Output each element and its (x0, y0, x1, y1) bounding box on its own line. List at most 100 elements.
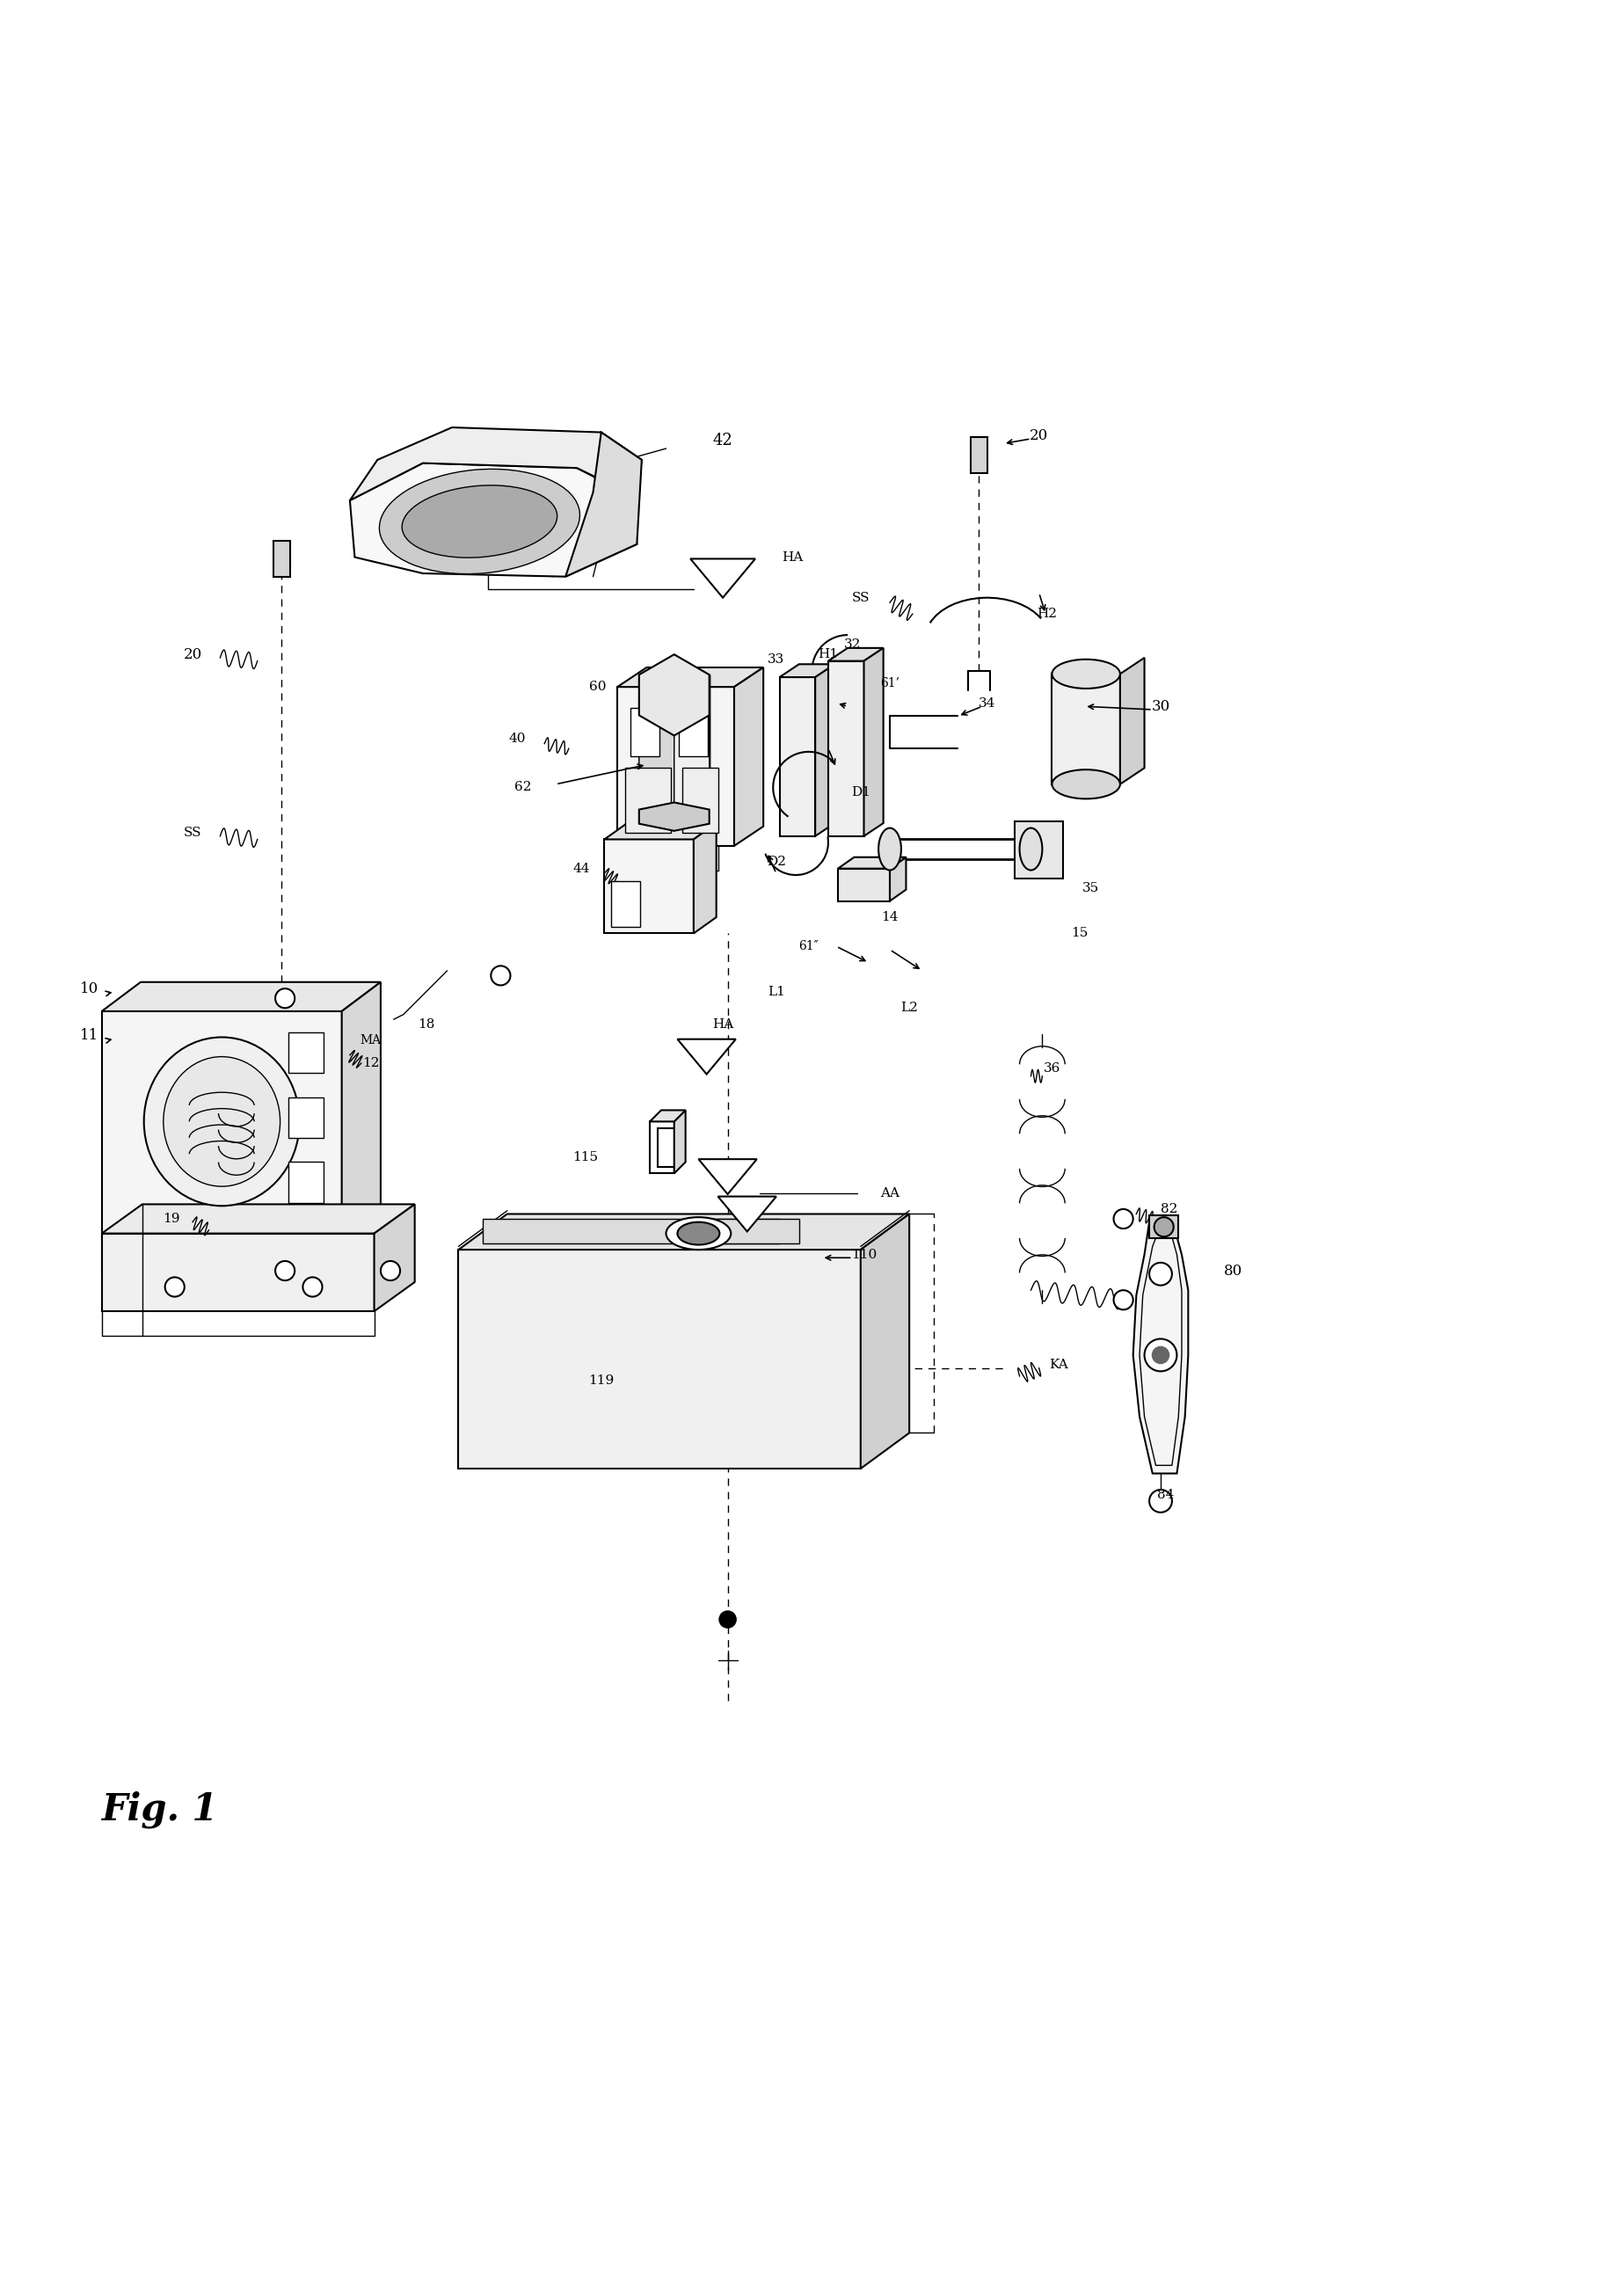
Text: HA: HA (713, 1018, 734, 1031)
Text: 18: 18 (417, 1018, 435, 1031)
Ellipse shape (274, 1262, 294, 1280)
Polygon shape (604, 824, 716, 840)
Polygon shape (1121, 657, 1145, 785)
Ellipse shape (666, 1216, 731, 1251)
Text: 44: 44 (573, 863, 590, 874)
Ellipse shape (1114, 1289, 1134, 1310)
Bar (287, 1098, 323, 1139)
Bar (625, 769, 671, 833)
Ellipse shape (677, 1223, 719, 1244)
Polygon shape (640, 714, 674, 831)
Text: 12: 12 (362, 1057, 380, 1070)
Text: 115: 115 (572, 1150, 598, 1164)
Bar (102, 1235, 374, 1312)
Bar (630, 707, 659, 758)
Text: 11: 11 (80, 1029, 99, 1043)
Bar (828, 662, 864, 835)
Polygon shape (650, 1120, 674, 1173)
Text: 33: 33 (768, 653, 784, 666)
Ellipse shape (164, 1057, 279, 1187)
Text: 119: 119 (588, 1374, 614, 1387)
Text: L2: L2 (901, 1002, 918, 1013)
Text: 61’: 61’ (880, 678, 900, 689)
Text: 40: 40 (508, 733, 526, 744)
Polygon shape (1134, 1219, 1189, 1474)
Polygon shape (565, 431, 641, 577)
Ellipse shape (1020, 828, 1043, 869)
Polygon shape (693, 824, 716, 933)
Bar (838, 869, 890, 901)
Ellipse shape (380, 1262, 400, 1280)
Polygon shape (102, 1205, 414, 1235)
Bar (1150, 1216, 1179, 1239)
Bar (604, 840, 693, 933)
Ellipse shape (1150, 1262, 1173, 1285)
Bar (682, 769, 718, 833)
Text: 110: 110 (851, 1248, 877, 1260)
Polygon shape (458, 1214, 909, 1251)
Text: D2: D2 (767, 856, 786, 867)
Ellipse shape (145, 1038, 299, 1205)
Polygon shape (698, 1159, 757, 1193)
Text: 36: 36 (1044, 1061, 1060, 1075)
Bar (617, 687, 734, 847)
Bar (102, 1011, 341, 1239)
Polygon shape (828, 648, 883, 662)
Ellipse shape (490, 965, 510, 986)
Polygon shape (640, 655, 710, 735)
Text: L1: L1 (768, 986, 784, 997)
Text: KA: KA (1049, 1358, 1069, 1371)
Polygon shape (838, 858, 906, 869)
Bar (287, 1162, 323, 1203)
Text: MA: MA (361, 1034, 382, 1047)
Text: D1: D1 (851, 787, 870, 799)
Ellipse shape (1145, 1340, 1177, 1371)
Polygon shape (861, 1214, 909, 1470)
Text: AA: AA (880, 1187, 900, 1198)
Bar (679, 707, 708, 758)
Polygon shape (374, 1205, 414, 1312)
Polygon shape (674, 655, 710, 810)
Bar (710, 1219, 799, 1244)
Ellipse shape (166, 1278, 185, 1296)
Text: Fig. 1: Fig. 1 (102, 1791, 218, 1828)
Ellipse shape (1153, 1346, 1169, 1362)
Text: HA: HA (781, 550, 804, 564)
Polygon shape (1140, 1225, 1182, 1465)
Bar (102, 1235, 341, 1267)
Text: 20: 20 (1030, 429, 1049, 443)
Text: 14: 14 (882, 911, 898, 924)
Polygon shape (890, 858, 906, 901)
Polygon shape (780, 664, 835, 678)
Ellipse shape (719, 1611, 736, 1627)
Text: 84: 84 (1156, 1488, 1174, 1502)
Text: 32: 32 (844, 639, 861, 650)
Ellipse shape (879, 828, 901, 869)
Text: 60: 60 (590, 680, 606, 694)
Polygon shape (349, 427, 641, 500)
Text: H2: H2 (1038, 607, 1057, 621)
Text: 82: 82 (1160, 1203, 1177, 1216)
Bar (273, 541, 289, 577)
Ellipse shape (403, 486, 557, 557)
Polygon shape (718, 1196, 776, 1232)
Polygon shape (677, 1038, 736, 1075)
Ellipse shape (1114, 1209, 1134, 1228)
Text: 10: 10 (80, 981, 99, 995)
Text: 34: 34 (979, 696, 996, 710)
Text: 61″: 61″ (799, 940, 818, 952)
Polygon shape (349, 463, 637, 577)
Ellipse shape (274, 988, 294, 1009)
Ellipse shape (1052, 659, 1121, 689)
Polygon shape (815, 664, 835, 835)
Ellipse shape (302, 1278, 322, 1296)
Polygon shape (864, 648, 883, 835)
Text: 30: 30 (1151, 698, 1169, 714)
Bar (458, 1251, 861, 1470)
Bar (1052, 673, 1121, 785)
Polygon shape (650, 1109, 685, 1120)
Polygon shape (640, 803, 710, 831)
Ellipse shape (1150, 1490, 1173, 1513)
Bar (780, 678, 815, 835)
Ellipse shape (1052, 769, 1121, 799)
